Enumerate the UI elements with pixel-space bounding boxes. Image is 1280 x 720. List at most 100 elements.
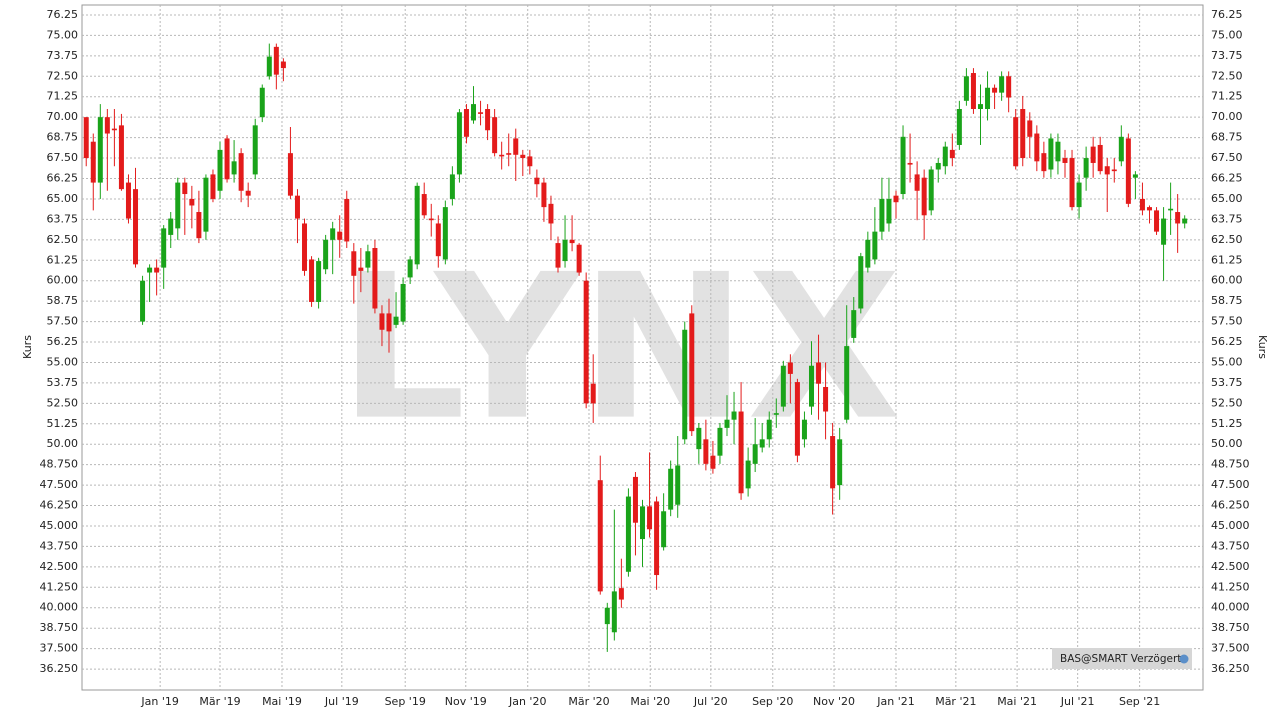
x-tick-label: Mai '19 bbox=[262, 695, 302, 708]
y-tick-label: 36.250 bbox=[40, 662, 79, 675]
y-tick-label: 61.25 bbox=[47, 253, 79, 266]
candle-body bbox=[949, 149, 955, 159]
candle-body bbox=[316, 261, 322, 302]
candle-body bbox=[1006, 76, 1012, 98]
y2-tick-label: 47.500 bbox=[1211, 478, 1250, 491]
candle-body bbox=[675, 465, 681, 505]
candle-body bbox=[175, 182, 181, 229]
y2-tick-label: 45.000 bbox=[1211, 519, 1250, 532]
candle-body bbox=[196, 212, 202, 239]
candle-body bbox=[161, 228, 167, 268]
candle-body bbox=[1055, 141, 1061, 162]
candle-body bbox=[900, 136, 906, 195]
candle-body bbox=[1013, 117, 1019, 167]
y2-tick-label: 63.75 bbox=[1211, 212, 1243, 225]
candle-body bbox=[914, 174, 920, 191]
y2-tick-label: 43.750 bbox=[1211, 539, 1250, 552]
y2-tick-label: 76.25 bbox=[1211, 8, 1243, 21]
candle-body bbox=[302, 223, 308, 271]
candle-body bbox=[738, 411, 744, 494]
candle-body bbox=[499, 154, 505, 157]
candle-body bbox=[562, 239, 568, 262]
candle-body bbox=[928, 169, 934, 211]
candle-body bbox=[478, 112, 484, 114]
x-tick-label: Mai '20 bbox=[630, 695, 670, 708]
y2-tick-label: 71.25 bbox=[1211, 90, 1243, 103]
y-tick-label: 71.25 bbox=[47, 90, 79, 103]
candle-body bbox=[1041, 153, 1047, 172]
candle-body bbox=[245, 190, 251, 196]
candle-body bbox=[858, 256, 864, 309]
y-tick-label: 57.50 bbox=[47, 315, 79, 328]
x-tick-label: Jan '21 bbox=[876, 695, 914, 708]
candle-body bbox=[794, 382, 800, 456]
y2-tick-label: 58.75 bbox=[1211, 294, 1243, 307]
candle-body bbox=[541, 182, 547, 208]
candle-body bbox=[773, 413, 779, 415]
y2-tick-label: 52.50 bbox=[1211, 396, 1243, 409]
x-tick-label: Mär '21 bbox=[935, 695, 976, 708]
candle-body bbox=[1125, 138, 1131, 204]
candle-body bbox=[689, 313, 695, 432]
candle-body bbox=[400, 283, 406, 322]
candle-body bbox=[273, 46, 279, 75]
candle-body bbox=[604, 607, 610, 625]
candle-body bbox=[1083, 158, 1089, 178]
candle-body bbox=[83, 117, 89, 159]
y-tick-label: 40.000 bbox=[40, 601, 79, 614]
candle-body bbox=[879, 198, 885, 232]
candle-body bbox=[287, 153, 293, 196]
x-tick-label: Jul '20 bbox=[693, 695, 728, 708]
y-tick-label: 48.750 bbox=[40, 458, 79, 471]
candles bbox=[83, 43, 1188, 652]
candle-body bbox=[703, 439, 709, 464]
candle-body bbox=[992, 87, 998, 93]
candle-body bbox=[632, 476, 638, 523]
candle-body bbox=[1139, 198, 1145, 211]
candle-body bbox=[238, 153, 244, 191]
y2-tick-label: 40.000 bbox=[1211, 601, 1250, 614]
candle-body bbox=[1132, 174, 1138, 178]
candle-body bbox=[217, 149, 223, 191]
candle-body bbox=[492, 117, 498, 154]
candle-body bbox=[985, 87, 991, 110]
x-tick-label: Nov '20 bbox=[813, 695, 855, 708]
candle-body bbox=[654, 501, 660, 576]
candle-body bbox=[379, 313, 385, 330]
candle-body bbox=[907, 162, 913, 165]
candle-body bbox=[527, 156, 533, 167]
y-tick-label: 38.750 bbox=[40, 621, 79, 634]
x-tick-label: Jul '21 bbox=[1060, 695, 1095, 708]
candle-body bbox=[266, 56, 272, 77]
candle-body bbox=[555, 243, 561, 268]
candle-body bbox=[372, 247, 378, 309]
candle-body bbox=[534, 177, 540, 185]
candle-body bbox=[485, 109, 491, 131]
y-tick-label: 66.25 bbox=[47, 171, 79, 184]
candle-body bbox=[823, 386, 829, 412]
candle-body bbox=[456, 112, 462, 175]
candle-body bbox=[865, 239, 871, 268]
candle-body bbox=[1020, 109, 1026, 159]
candle-body bbox=[597, 480, 603, 592]
y2-tick-label: 62.50 bbox=[1211, 233, 1243, 246]
y2-tick-label: 57.50 bbox=[1211, 315, 1243, 328]
candle-body bbox=[830, 436, 836, 489]
candle-body bbox=[872, 231, 878, 260]
grid bbox=[82, 5, 1203, 690]
candle-body bbox=[752, 444, 758, 464]
y-axis-label: Kurs bbox=[21, 335, 34, 359]
y-tick-label: 58.75 bbox=[47, 294, 79, 307]
x-tick-label: Mai '21 bbox=[997, 695, 1037, 708]
source-box bbox=[1052, 648, 1192, 669]
candle-body bbox=[168, 218, 174, 235]
candle-body bbox=[1154, 210, 1160, 232]
y-tick-label: 65.00 bbox=[47, 192, 79, 205]
y-tick-label: 45.000 bbox=[40, 519, 79, 532]
candle-body bbox=[893, 195, 899, 203]
y2-tick-label: 56.25 bbox=[1211, 335, 1243, 348]
source-label: BAS@SMART Verzögert bbox=[1060, 653, 1181, 665]
source-icon bbox=[1179, 654, 1189, 664]
candle-body bbox=[365, 251, 371, 268]
candle-body bbox=[111, 128, 117, 131]
